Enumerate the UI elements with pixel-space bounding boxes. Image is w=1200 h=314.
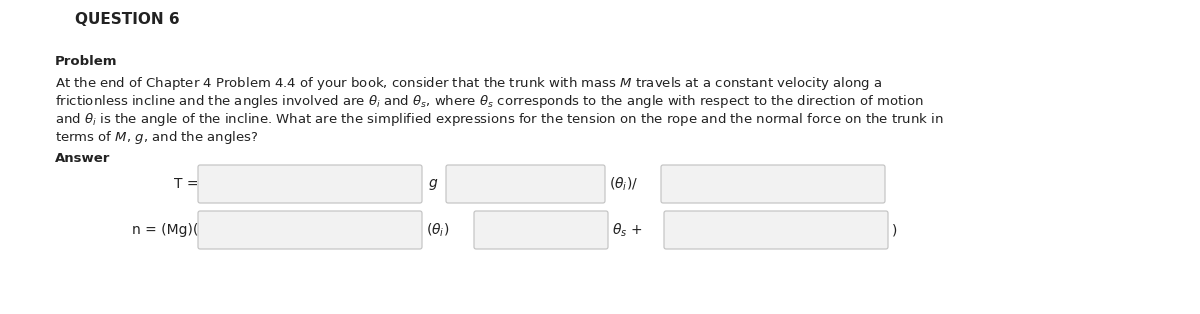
FancyBboxPatch shape — [664, 211, 888, 249]
Text: frictionless incline and the angles involved are $\theta_i$ and $\theta_s$, wher: frictionless incline and the angles invo… — [55, 93, 924, 110]
FancyBboxPatch shape — [198, 211, 422, 249]
Text: $(\theta_i)/$: $(\theta_i)/$ — [610, 175, 638, 193]
Text: and $\theta_i$ is the angle of the incline. What are the simplified expressions : and $\theta_i$ is the angle of the incli… — [55, 111, 943, 128]
FancyBboxPatch shape — [474, 211, 608, 249]
FancyBboxPatch shape — [661, 165, 886, 203]
Text: QUESTION 6: QUESTION 6 — [74, 12, 180, 27]
Text: n = (Mg)(: n = (Mg)( — [132, 223, 198, 237]
Text: terms of $\mathit{M}$, $\mathit{g}$, and the angles?: terms of $\mathit{M}$, $\mathit{g}$, and… — [55, 129, 258, 146]
Text: Problem: Problem — [55, 55, 118, 68]
Text: T =: T = — [174, 177, 198, 191]
Text: At the end of Chapter 4 Problem 4.4 of your book, consider that the trunk with m: At the end of Chapter 4 Problem 4.4 of y… — [55, 75, 882, 92]
Text: $\theta_s$ +: $\theta_s$ + — [612, 221, 642, 239]
FancyBboxPatch shape — [446, 165, 605, 203]
FancyBboxPatch shape — [198, 165, 422, 203]
Text: $(\theta_i)$: $(\theta_i)$ — [426, 221, 449, 239]
Text: $g$: $g$ — [428, 176, 438, 192]
Text: ): ) — [892, 223, 898, 237]
Text: Answer: Answer — [55, 152, 110, 165]
